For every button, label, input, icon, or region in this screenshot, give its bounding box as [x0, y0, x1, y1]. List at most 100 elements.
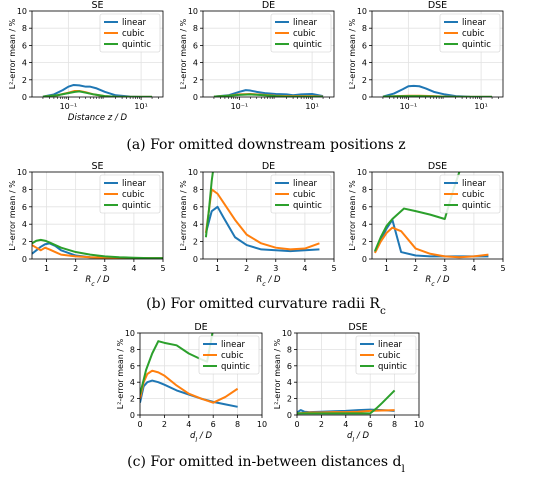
axes-frame: [202, 10, 335, 98]
legend-label-cubic: cubic: [122, 29, 145, 39]
y-tick-label: 10: [282, 329, 292, 338]
legend-box: [439, 174, 501, 214]
subplot-title: DE: [262, 0, 275, 11]
series-line-quintic: [204, 172, 214, 238]
y-tick-label: 4: [193, 59, 198, 68]
axes-frame: [371, 171, 504, 260]
series-line-cubic: [140, 369, 239, 404]
legend-label-linear: linear: [122, 18, 147, 28]
y-axis-label: L²-error mean / %: [348, 18, 357, 89]
series-line-cubic: [374, 226, 489, 259]
x-tick-label: 4: [302, 264, 307, 273]
x-tick-label: 2: [244, 264, 249, 273]
y-tick-label: 6: [193, 203, 198, 212]
x-tick-label: 3: [102, 264, 107, 273]
legend-label-cubic: cubic: [462, 190, 485, 200]
y-tick-label: 0: [22, 255, 27, 264]
x-tick-label: 3: [442, 264, 447, 273]
caption-b: (b) For omitted curvature radii Rc: [146, 296, 386, 317]
legend-label-quintic: quintic: [462, 40, 491, 50]
legend-label-linear: linear: [122, 179, 147, 189]
y-axis-label: L²-error mean / %: [8, 180, 17, 251]
y-tick-label: 10: [125, 329, 135, 338]
y-tick-label: 8: [193, 24, 198, 33]
series-line-quintic: [213, 93, 324, 97]
x-tick-label: 10⁻¹: [60, 102, 78, 111]
y-axis-label: L²-error mean / %: [116, 338, 125, 409]
x-tick-label: 5: [160, 264, 165, 273]
legend-label-linear: linear: [221, 340, 246, 350]
y-tick-label: 6: [362, 203, 367, 212]
x-tick-label: 5: [500, 264, 505, 273]
x-tick-label: 3: [273, 264, 278, 273]
legend-box: [439, 13, 501, 53]
legend-label-linear: linear: [293, 179, 318, 189]
y-tick-label: 6: [287, 362, 292, 371]
legend-label-quintic: quintic: [462, 201, 491, 211]
y-tick-label: 2: [193, 76, 198, 85]
y-tick-label: 6: [362, 41, 367, 50]
y-tick-label: 6: [22, 41, 27, 50]
y-tick-label: 0: [22, 93, 27, 102]
y-tick-label: 4: [193, 220, 198, 229]
x-tick-label: 1: [44, 264, 49, 273]
x-tick-label: 10¹: [474, 102, 487, 111]
y-tick-label: 0: [193, 255, 198, 264]
y-tick-label: 2: [287, 395, 292, 404]
y-tick-label: 8: [22, 24, 27, 33]
subplot-7: 0 2 4 6 8 10 0 2 4 6 8 10 DE L²-error mean / % dl / D l…: [116, 322, 267, 444]
y-tick-label: 4: [362, 220, 367, 229]
legend-box: [270, 13, 332, 53]
y-tick-label: 2: [362, 238, 367, 247]
x-tick-label: 0: [137, 420, 142, 429]
y-tick-label: 2: [22, 76, 27, 85]
series-line-linear: [204, 205, 320, 253]
y-tick-label: 4: [22, 59, 27, 68]
y-tick-label: 4: [362, 59, 367, 68]
x-axis-label: Distance z / D: [68, 113, 128, 123]
x-tick-label: 2: [413, 264, 418, 273]
y-axis-label: L²-error mean / %: [179, 18, 188, 89]
y-tick-label: 0: [193, 93, 198, 102]
y-tick-label: 10: [17, 7, 27, 16]
subplot-title: DE: [194, 322, 207, 333]
x-axis-label: Rc / D: [85, 275, 110, 288]
legend-box: [99, 174, 161, 214]
y-tick-label: 10: [17, 168, 27, 177]
legend-label-linear: linear: [378, 340, 403, 350]
x-axis-label: Rc / D: [425, 275, 450, 288]
axes-frame: [202, 171, 335, 260]
legend-label-linear: linear: [462, 179, 487, 189]
y-tick-label: 2: [22, 238, 27, 247]
y-tick-label: 8: [287, 345, 292, 354]
y-tick-label: 2: [362, 76, 367, 85]
x-tick-label: 8: [392, 420, 397, 429]
y-tick-label: 0: [287, 411, 292, 420]
x-tick-label: 10⁻¹: [231, 102, 249, 111]
x-tick-label: 1: [384, 264, 389, 273]
x-tick-label: 2: [319, 420, 324, 429]
legend-label-linear: linear: [293, 18, 318, 28]
y-tick-label: 10: [357, 7, 367, 16]
y-tick-label: 8: [193, 185, 198, 194]
x-tick-label: 5: [331, 264, 336, 273]
x-tick-label: 8: [235, 420, 240, 429]
legend-box: [99, 13, 161, 53]
y-tick-label: 2: [193, 238, 198, 247]
y-tick-label: 2: [130, 395, 135, 404]
legend-label-quintic: quintic: [221, 362, 250, 372]
x-axis-label: dl / D: [190, 431, 212, 444]
subplot-1: 0 2 4 6 8 10 10⁻¹ 10¹ SE L²-error mean / % Distanc…: [8, 0, 164, 123]
legend-label-cubic: cubic: [122, 190, 145, 200]
legend-label-linear: linear: [462, 18, 487, 28]
subplot-title: DE: [262, 161, 275, 172]
y-axis-label: L²-error mean / %: [179, 180, 188, 251]
caption-a: (a) For omitted downstream positions z: [126, 137, 405, 153]
subplot-title: SE: [91, 161, 103, 172]
series-line-cubic: [204, 188, 320, 251]
y-tick-label: 4: [22, 220, 27, 229]
y-tick-label: 6: [193, 41, 198, 50]
